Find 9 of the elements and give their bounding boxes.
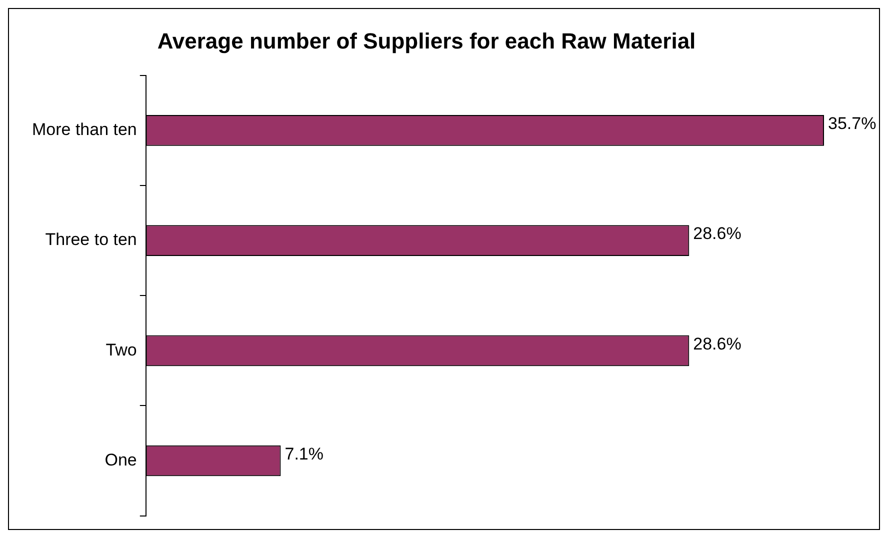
data-label: 7.1% xyxy=(284,444,324,464)
y-tick-label: One xyxy=(104,450,137,470)
data-label: 28.6% xyxy=(693,334,742,354)
y-tick-label: More than ten xyxy=(32,120,137,140)
data-label: 35.7% xyxy=(828,114,876,134)
chart-title: Average number of Suppliers for each Raw Material xyxy=(157,28,696,54)
data-label: 28.6% xyxy=(693,224,742,244)
y-tick-label: Two xyxy=(106,340,137,360)
y-tick-label: Three to ten xyxy=(45,230,137,250)
